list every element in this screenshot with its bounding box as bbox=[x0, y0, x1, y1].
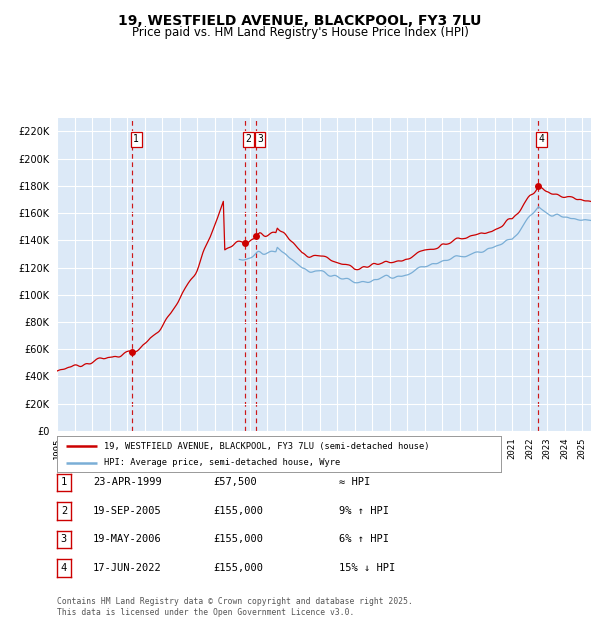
Text: 19, WESTFIELD AVENUE, BLACKPOOL, FY3 7LU: 19, WESTFIELD AVENUE, BLACKPOOL, FY3 7LU bbox=[118, 14, 482, 28]
Text: 6% ↑ HPI: 6% ↑ HPI bbox=[339, 534, 389, 544]
Text: £155,000: £155,000 bbox=[213, 534, 263, 544]
Text: 1: 1 bbox=[61, 477, 67, 487]
Text: 9% ↑ HPI: 9% ↑ HPI bbox=[339, 506, 389, 516]
Text: 1: 1 bbox=[133, 134, 139, 144]
Text: 15% ↓ HPI: 15% ↓ HPI bbox=[339, 563, 395, 573]
Text: 2: 2 bbox=[61, 506, 67, 516]
Text: £57,500: £57,500 bbox=[213, 477, 257, 487]
Text: 17-JUN-2022: 17-JUN-2022 bbox=[93, 563, 162, 573]
Text: 3: 3 bbox=[257, 134, 263, 144]
Text: ≈ HPI: ≈ HPI bbox=[339, 477, 370, 487]
Text: HPI: Average price, semi-detached house, Wyre: HPI: Average price, semi-detached house,… bbox=[104, 458, 340, 467]
Text: Price paid vs. HM Land Registry's House Price Index (HPI): Price paid vs. HM Land Registry's House … bbox=[131, 26, 469, 39]
Text: 19-MAY-2006: 19-MAY-2006 bbox=[93, 534, 162, 544]
Text: £155,000: £155,000 bbox=[213, 563, 263, 573]
Text: 3: 3 bbox=[61, 534, 67, 544]
Text: 19-SEP-2005: 19-SEP-2005 bbox=[93, 506, 162, 516]
Text: 2: 2 bbox=[245, 134, 251, 144]
Text: 4: 4 bbox=[61, 563, 67, 573]
Text: 19, WESTFIELD AVENUE, BLACKPOOL, FY3 7LU (semi-detached house): 19, WESTFIELD AVENUE, BLACKPOOL, FY3 7LU… bbox=[104, 441, 429, 451]
Text: Contains HM Land Registry data © Crown copyright and database right 2025.
This d: Contains HM Land Registry data © Crown c… bbox=[57, 598, 413, 617]
Text: 23-APR-1999: 23-APR-1999 bbox=[93, 477, 162, 487]
Text: 4: 4 bbox=[539, 134, 545, 144]
Text: £155,000: £155,000 bbox=[213, 506, 263, 516]
